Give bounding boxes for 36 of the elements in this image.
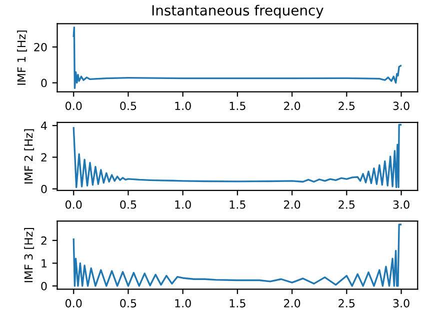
x-tick-label: 1.5 [230, 299, 246, 308]
x-tick-label: 3.0 [393, 200, 410, 209]
x-tick-label: 1.5 [230, 200, 246, 209]
y-tick-label: 0 [41, 184, 47, 194]
x-tick-label: 0.5 [120, 299, 136, 308]
x-tick-label: 0.0 [66, 102, 82, 110]
y-tick-label: 2 [41, 153, 46, 162]
x-tick-label: 1.0 [175, 102, 191, 110]
y-axis-title: IMF 2 [Hz] [24, 129, 34, 184]
y-tick-label: 2 [41, 236, 46, 245]
x-tick-label: 2.0 [284, 200, 300, 209]
y-tick-label: 4 [40, 122, 47, 130]
x-tick-label: 3.0 [393, 102, 410, 110]
y-axis-title: IMF 3 [Hz] [24, 228, 34, 282]
y-tick-label: 0 [41, 78, 47, 88]
x-tick-label: 2.5 [338, 299, 355, 308]
line-series [72, 26, 402, 90]
x-tick-label: 0.5 [120, 102, 136, 110]
y-axis-title: IMF 1 [Hz] [17, 30, 27, 85]
line-series [72, 124, 402, 188]
x-tick-label: 1.0 [175, 299, 191, 308]
y-tick-label: 20 [34, 42, 47, 52]
x-tick-label: 1.0 [175, 200, 191, 209]
x-tick-label: 0.0 [66, 200, 82, 209]
x-tick-label: 3.0 [393, 299, 410, 308]
y-tick-label: 1 [42, 259, 46, 268]
x-tick-label: 1.5 [230, 102, 246, 110]
x-tick-label: 2.5 [338, 200, 355, 209]
y-tick-label: 0 [41, 282, 47, 290]
x-tick-label: 2.0 [284, 299, 300, 308]
x-tick-label: 0.0 [66, 299, 82, 308]
x-tick-label: 2.0 [284, 102, 300, 110]
x-tick-label: 2.5 [338, 102, 355, 110]
line-series [72, 224, 402, 287]
x-tick-label: 0.5 [120, 200, 136, 209]
chart-title: Instantaneous frequency [152, 4, 324, 18]
